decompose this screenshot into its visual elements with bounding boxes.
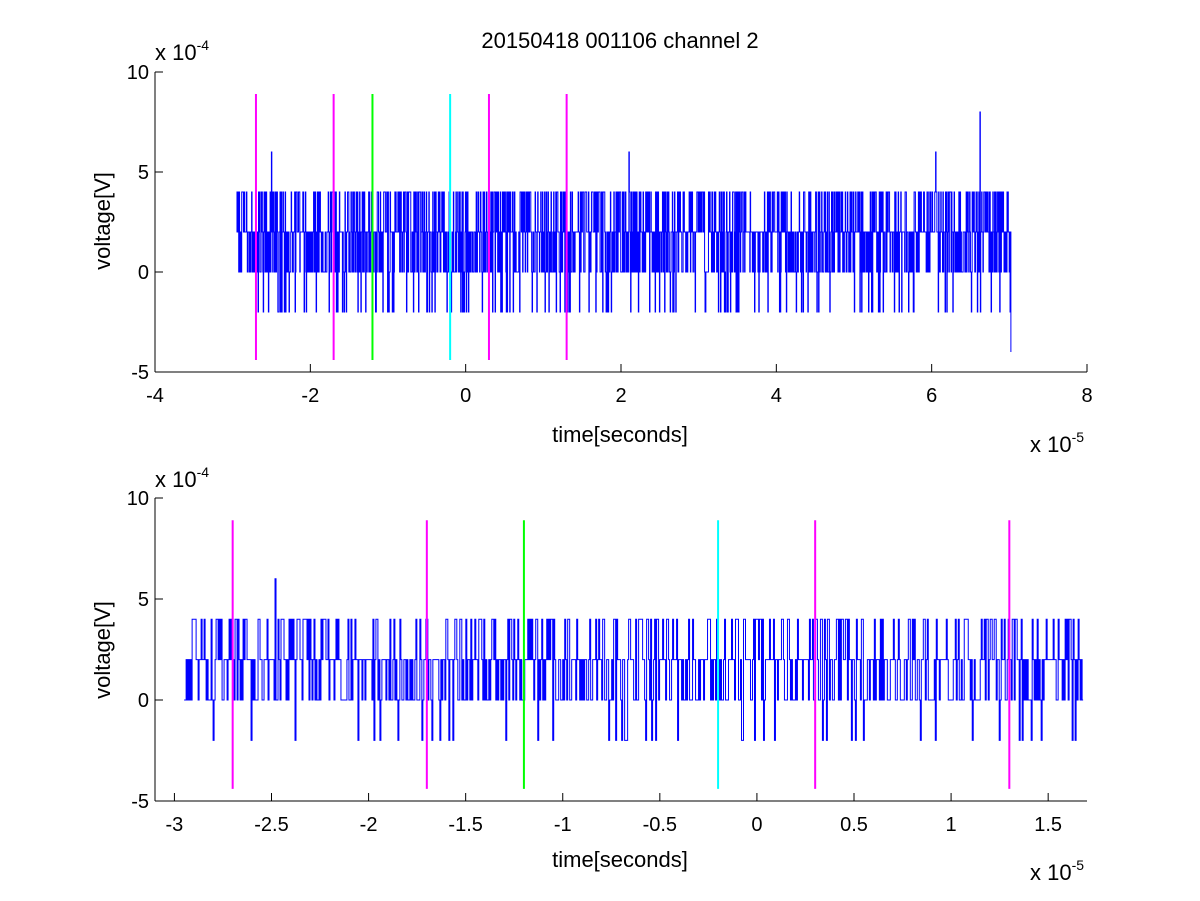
x-tick-label: 4 (771, 385, 782, 407)
signal-trace-top (236, 111, 1012, 352)
top-y-multiplier: x 10-4 (155, 37, 209, 65)
x-tick-label: 6 (926, 385, 937, 407)
bottom-x-multiplier: x 10-5 (1030, 857, 1084, 885)
y-tick-label: 5 (138, 162, 149, 184)
x-tick-label: -2 (360, 814, 378, 836)
x-tick-label: 1 (946, 814, 957, 836)
x-tick-label: -1 (554, 814, 572, 836)
y-tick-label: 10 (127, 62, 149, 84)
y-tick-label: 10 (127, 488, 149, 510)
bottom-plot-area (184, 520, 1084, 789)
x-tick-label: -3 (166, 814, 184, 836)
top-axes: -4 -2 0 2 4 6 8 -5 0 5 10 (127, 62, 1093, 407)
y-tick-label: -5 (131, 362, 149, 384)
bottom-axes: -3 -2.5 -2 -1.5 -1 -0.5 0 0.5 1 1.5 -5 0 5 10 (127, 488, 1087, 836)
bottom-y-label: voltage[V] (90, 601, 115, 699)
x-tick-label: -2.5 (254, 814, 288, 836)
x-tick-label: -0.5 (643, 814, 677, 836)
y-tick-label: 5 (138, 589, 149, 611)
top-x-label: time[seconds] (552, 422, 688, 447)
top-x-multiplier: x 10-5 (1030, 429, 1084, 457)
x-tick-label: 8 (1081, 385, 1092, 407)
x-tick-label: 0 (751, 814, 762, 836)
bottom-x-label: time[seconds] (552, 847, 688, 872)
x-tick-label: 0 (460, 385, 471, 407)
x-tick-label: 0.5 (840, 814, 868, 836)
top-subplot: -4 -2 0 2 4 6 8 -5 0 5 10 time[seconds] voltage[V]… (90, 37, 1093, 457)
top-plot-area (236, 94, 1012, 360)
y-tick-label: 0 (138, 690, 149, 712)
x-tick-label: 1.5 (1034, 814, 1062, 836)
x-tick-label: -4 (146, 385, 164, 407)
bottom-subplot: -3 -2.5 -2 -1.5 -1 -0.5 0 0.5 1 1.5 -5 0 5 10 time[se… (90, 464, 1087, 885)
signal-trace-bottom (184, 578, 1084, 741)
top-y-label: voltage[V] (90, 172, 115, 270)
x-tick-label: -2 (301, 385, 319, 407)
y-tick-label: 0 (138, 262, 149, 284)
y-tick-label: -5 (131, 791, 149, 813)
bottom-y-multiplier: x 10-4 (155, 464, 209, 492)
x-tick-label: 2 (615, 385, 626, 407)
x-tick-label: -1.5 (448, 814, 482, 836)
figure-title: 20150418 001106 channel 2 (481, 28, 758, 53)
